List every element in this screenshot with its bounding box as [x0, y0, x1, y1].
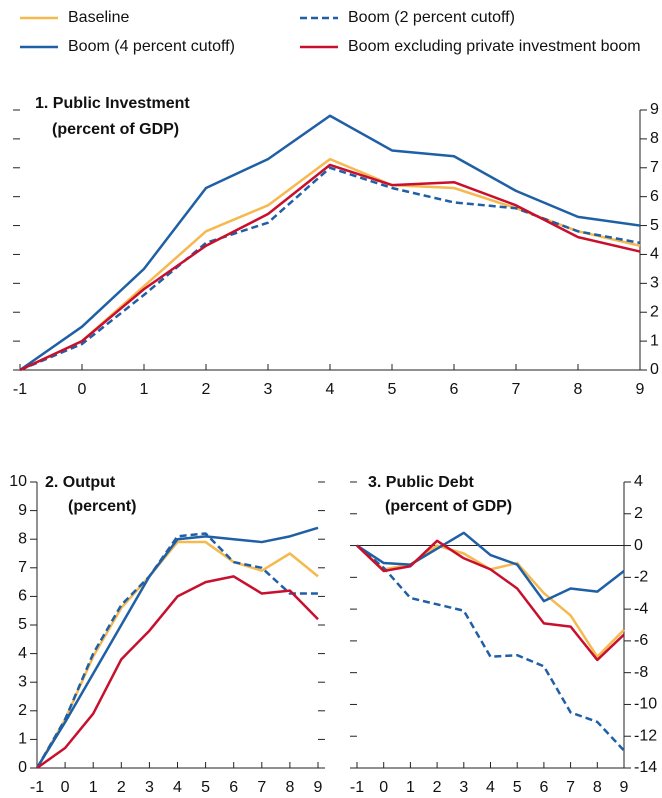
x-tick-label: 0: [379, 779, 388, 796]
series-line: [35, 532, 318, 769]
x-tick-label: 1: [406, 779, 415, 796]
series-line: [356, 544, 625, 752]
series-line: [356, 544, 625, 659]
y-tick-label: 3: [650, 275, 659, 292]
y-tick-label: 3: [18, 673, 27, 690]
series-line: [19, 114, 641, 372]
x-tick-label: -1: [30, 779, 44, 796]
x-tick-label: 8: [593, 779, 602, 796]
y-tick-label: -10: [634, 696, 657, 713]
y-tick-label: 1: [650, 332, 659, 349]
y-tick-label: -14: [634, 759, 657, 776]
series-line: [19, 163, 641, 372]
y-tick-label: 8: [650, 130, 659, 147]
x-tick-label: 4: [173, 779, 182, 796]
y-tick-label: -12: [634, 727, 657, 744]
x-tick-label: 9: [620, 779, 629, 796]
x-tick-label: 8: [574, 381, 583, 398]
x-tick-label: -1: [13, 381, 27, 398]
x-tick-label: 3: [145, 779, 154, 796]
x-tick-label: 7: [566, 779, 575, 796]
series-line: [19, 157, 641, 372]
y-tick-label: -8: [634, 664, 648, 681]
x-tick-label: 5: [201, 779, 210, 796]
y-tick-label: 8: [18, 530, 27, 547]
y-tick-label: 0: [650, 361, 659, 378]
x-tick-label: 6: [539, 779, 548, 796]
chart-title: 3. Public Debt: [368, 474, 474, 491]
x-tick-label: 4: [486, 779, 495, 796]
y-tick-label: 2: [650, 303, 659, 320]
x-tick-label: 2: [202, 381, 211, 398]
series-line: [356, 539, 625, 662]
chart-subtitle: (percent of GDP): [52, 121, 179, 138]
x-tick-label: 6: [229, 779, 238, 796]
y-tick-label: 2: [18, 702, 27, 719]
x-tick-label: 9: [314, 779, 323, 796]
chart-title: 1. Public Investment: [35, 95, 190, 112]
x-tick-label: 7: [512, 381, 521, 398]
series-line: [356, 531, 625, 603]
y-tick-label: 4: [650, 246, 659, 263]
y-tick-label: -6: [634, 632, 648, 649]
x-tick-label: 1: [140, 381, 149, 398]
y-tick-label: 5: [18, 616, 27, 633]
x-tick-label: 0: [78, 381, 87, 398]
chart-subtitle: (percent): [68, 498, 136, 515]
x-tick-label: 1: [89, 779, 98, 796]
y-tick-label: 6: [650, 188, 659, 205]
y-tick-label: 9: [650, 101, 659, 118]
x-tick-label: 2: [433, 779, 442, 796]
series-line: [35, 526, 319, 769]
x-tick-label: -1: [350, 779, 364, 796]
x-tick-label: 9: [636, 381, 645, 398]
y-tick-label: 7: [18, 559, 27, 576]
y-tick-label: 4: [634, 473, 643, 490]
series-line: [19, 166, 641, 372]
x-tick-label: 5: [513, 779, 522, 796]
legend-label: Boom excluding private investment boom: [348, 38, 641, 55]
x-tick-label: 8: [285, 779, 294, 796]
y-tick-label: 7: [650, 159, 659, 176]
legend-label: Boom (4 percent cutoff): [68, 38, 235, 55]
y-tick-label: 0: [634, 537, 643, 554]
x-tick-label: 2: [117, 779, 126, 796]
x-tick-label: 6: [450, 381, 459, 398]
x-tick-label: 7: [257, 779, 266, 796]
legend-label: Boom (2 percent cutoff): [348, 9, 515, 26]
series-line: [36, 575, 319, 770]
x-tick-label: 0: [61, 779, 70, 796]
x-tick-label: 4: [326, 381, 335, 398]
x-tick-label: 5: [388, 381, 397, 398]
y-tick-label: -2: [634, 569, 648, 586]
series-line: [35, 540, 319, 769]
y-tick-label: 10: [9, 473, 27, 490]
y-tick-label: 4: [18, 645, 27, 662]
y-tick-label: 5: [650, 217, 659, 234]
y-tick-label: 2: [634, 505, 643, 522]
y-tick-label: 9: [18, 502, 27, 519]
chart-subtitle: (percent of GDP): [385, 498, 512, 515]
y-tick-label: 6: [18, 588, 27, 605]
x-tick-label: 3: [264, 381, 273, 398]
legend-label: Baseline: [68, 9, 129, 26]
y-tick-label: -4: [634, 600, 648, 617]
chart-title: 2. Output: [45, 474, 116, 491]
y-tick-label: 1: [18, 731, 27, 748]
y-tick-label: 0: [18, 759, 27, 776]
x-tick-label: 3: [459, 779, 468, 796]
